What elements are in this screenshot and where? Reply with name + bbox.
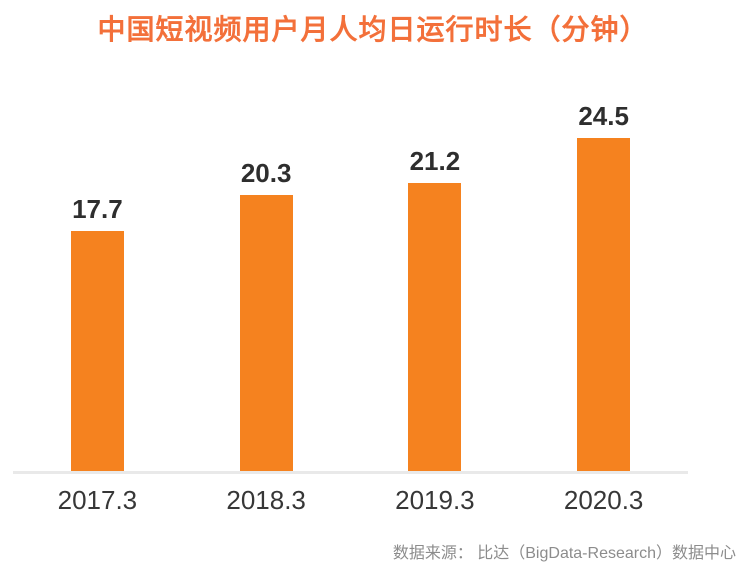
x-axis-label: 2018.3 <box>226 485 306 515</box>
bar-slot: 20.3 <box>182 90 351 471</box>
x-axis-label: 2017.3 <box>57 485 138 515</box>
bar <box>577 138 631 471</box>
plot-area: 17.7 20.3 21.2 24.5 <box>13 90 688 474</box>
data-source-note: 数据来源： 比达（BigData-Research）数据中心 <box>392 545 736 562</box>
x-axis-labels: 2017.3 2018.3 2019.3 2020.3 <box>13 484 688 516</box>
x-axis-label: 2020.3 <box>563 485 644 515</box>
bar <box>239 195 293 471</box>
bar <box>70 230 124 471</box>
value-label: 20.3 <box>240 158 292 189</box>
value-label: 21.2 <box>409 146 461 177</box>
bar-slot: 21.2 <box>351 90 520 471</box>
x-axis-label: 2019.3 <box>395 485 475 515</box>
bar-slot: 17.7 <box>13 90 182 471</box>
bar <box>408 183 462 471</box>
value-label: 24.5 <box>578 101 629 132</box>
bar-slot: 24.5 <box>519 90 688 471</box>
value-label: 17.7 <box>72 193 123 224</box>
chart-title: 中国短视频用户月人均日运行时长（分钟） <box>97 14 649 45</box>
